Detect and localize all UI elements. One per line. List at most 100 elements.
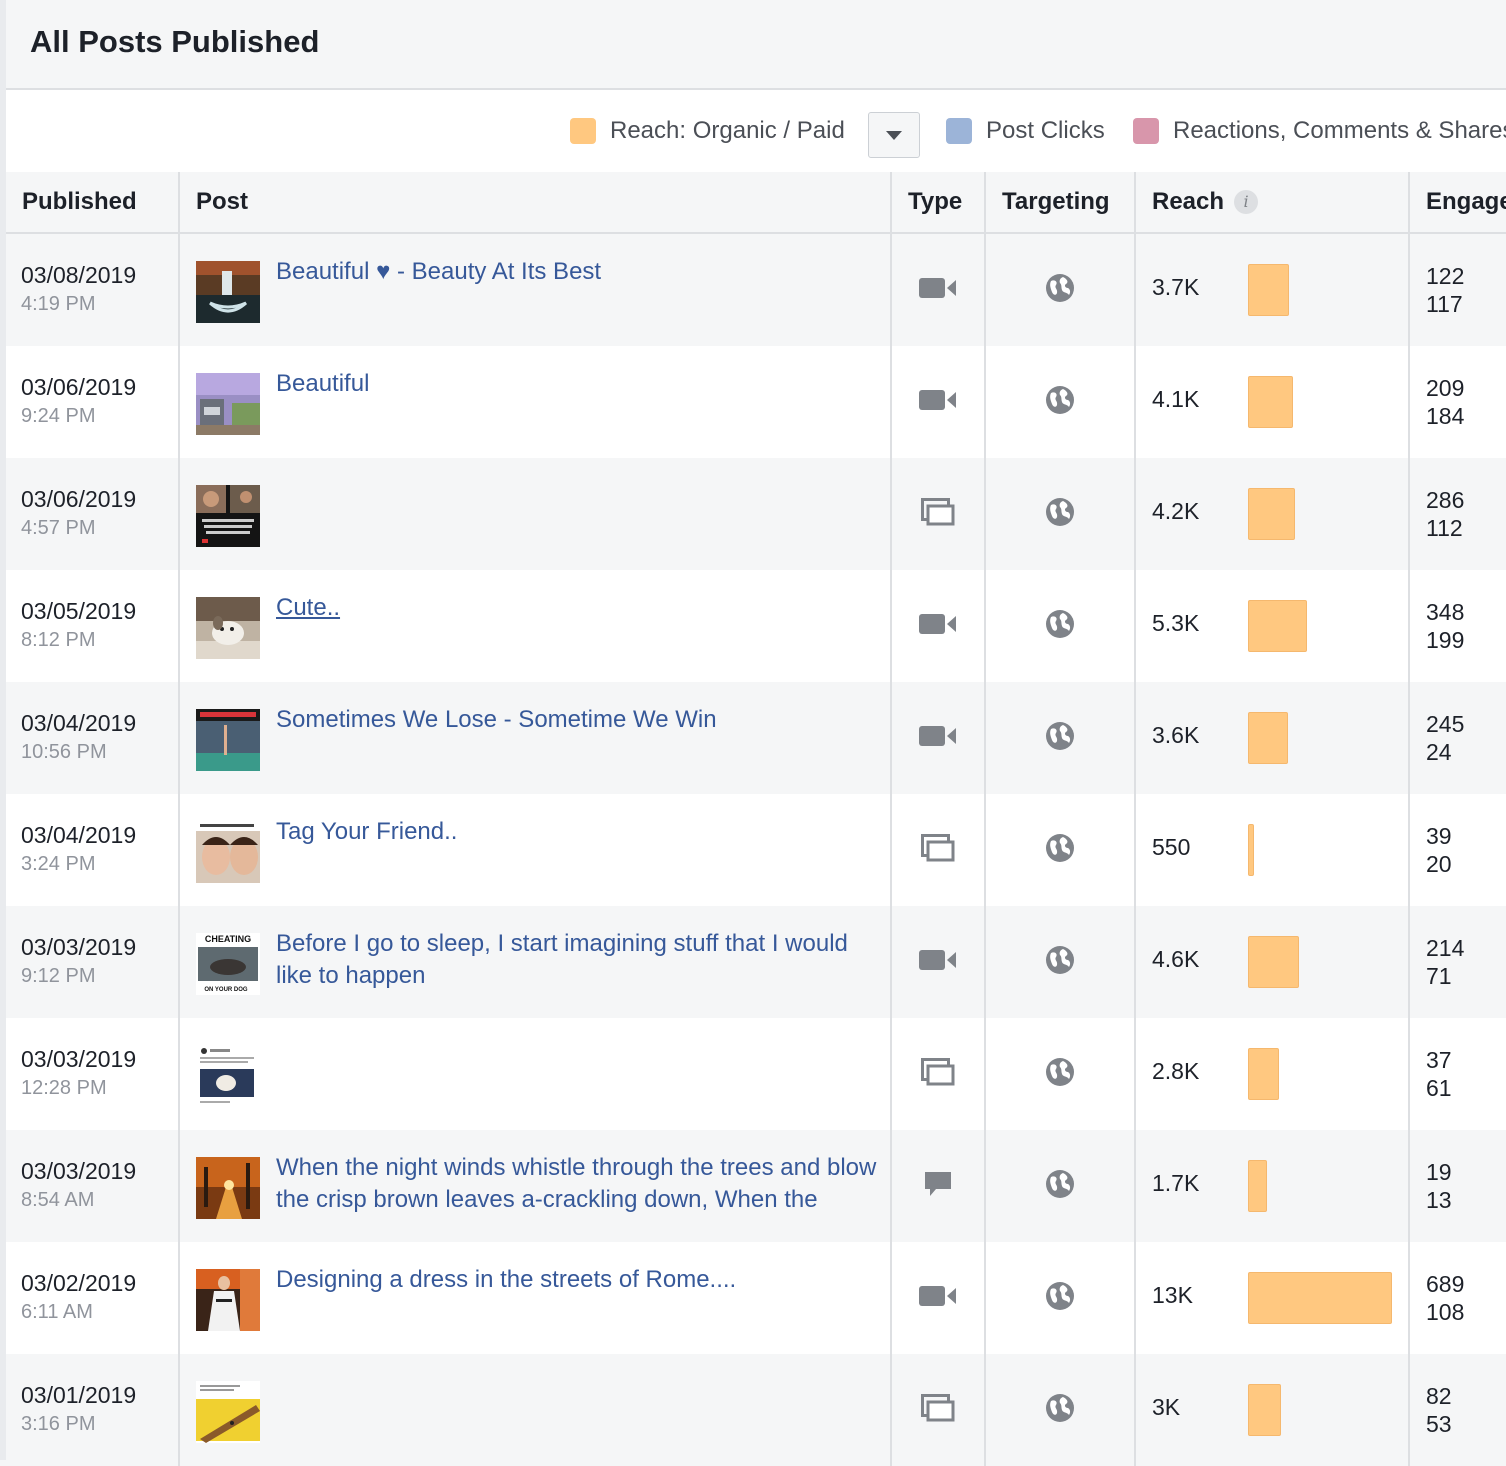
info-icon[interactable]: i bbox=[1234, 190, 1259, 214]
table-row[interactable]: 03/02/2019 6:11 AM Designing a dress in th… bbox=[6, 1242, 1506, 1354]
reach-bar[interactable] bbox=[1248, 1160, 1267, 1212]
published-date: 03/04/2019 bbox=[21, 710, 137, 736]
column-header-targeting[interactable]: Targeting bbox=[985, 172, 1136, 234]
published-date: 03/06/2019 bbox=[21, 374, 137, 400]
table-row[interactable]: 03/03/2019 8:54 AM When the night winds wh… bbox=[6, 1130, 1506, 1242]
post-thumbnail[interactable] bbox=[196, 1157, 260, 1219]
table-row[interactable]: 03/03/2019 12:28 PM 2.8K 37 61 bbox=[6, 1018, 1506, 1130]
reactions-value: 53 bbox=[1426, 1411, 1452, 1437]
reach-value: 4.6K bbox=[1152, 946, 1200, 972]
published-time: 4:57 PM bbox=[21, 517, 96, 539]
reach-cell: 4.2K bbox=[1135, 458, 1410, 570]
reactions-value: 117 bbox=[1426, 291, 1463, 317]
reach-value: 5.3K bbox=[1152, 610, 1200, 636]
column-header-post[interactable]: Post bbox=[179, 172, 892, 234]
post-thumbnail[interactable] bbox=[196, 1269, 260, 1331]
post-thumbnail[interactable] bbox=[196, 261, 260, 323]
reach-bar[interactable] bbox=[1248, 376, 1293, 428]
reach-bar[interactable] bbox=[1248, 824, 1254, 876]
table-row[interactable]: 03/04/2019 3:24 PM Tag Your Friend.. 550 39 2… bbox=[6, 794, 1506, 906]
reach-bar[interactable] bbox=[1248, 600, 1307, 652]
targeting-cell bbox=[985, 682, 1136, 794]
globe-icon[interactable] bbox=[1045, 945, 1075, 979]
published-time: 4:19 PM bbox=[21, 293, 96, 315]
table-row[interactable]: 03/04/2019 10:56 PM Sometimes We Lose - So… bbox=[6, 682, 1506, 794]
reactions-swatch bbox=[1133, 118, 1159, 144]
reach-cell: 4.1K bbox=[1135, 346, 1410, 458]
post-thumbnail[interactable] bbox=[196, 709, 260, 771]
post-thumbnail[interactable] bbox=[196, 1045, 260, 1107]
table-row[interactable]: 03/03/2019 9:12 PM CHEATING ON YOUR DOG Befo… bbox=[6, 906, 1506, 1018]
legend-reactions[interactable]: Reactions, Comments & Shares bbox=[1133, 90, 1506, 172]
table-row[interactable]: 03/06/2019 4:57 PM 4.2K 286 112 bbox=[6, 458, 1506, 570]
reach-bar[interactable] bbox=[1248, 712, 1288, 764]
photo-icon bbox=[921, 497, 955, 530]
post-title-link[interactable]: Tag Your Friend.. bbox=[276, 818, 458, 845]
column-header-engagement[interactable]: Engagement bbox=[1409, 172, 1506, 234]
post-clicks-value: 37 bbox=[1426, 1047, 1452, 1073]
reach-bar[interactable] bbox=[1248, 1384, 1281, 1436]
globe-icon[interactable] bbox=[1045, 721, 1075, 755]
post-thumbnail[interactable] bbox=[196, 597, 260, 659]
table-row[interactable]: 03/08/2019 4:19 PM Beautiful ♥ - Beauty At… bbox=[6, 233, 1506, 346]
post-title-link[interactable]: Beautiful bbox=[276, 370, 370, 397]
photo-icon bbox=[921, 833, 955, 866]
column-header-published[interactable]: Published bbox=[6, 172, 180, 234]
globe-icon[interactable] bbox=[1045, 833, 1075, 867]
published-cell: 03/02/2019 6:11 AM bbox=[6, 1242, 180, 1354]
post-title-link[interactable]: Sometimes We Lose - Sometime We Win bbox=[276, 706, 717, 733]
table-row[interactable]: 03/05/2019 8:12 PM Cute.. 5.3K 348 199 bbox=[6, 570, 1506, 682]
post-cell bbox=[179, 458, 892, 570]
column-header-reach[interactable]: Reach i bbox=[1135, 172, 1410, 234]
column-header-type[interactable]: Type bbox=[891, 172, 986, 234]
table-row[interactable]: 03/01/2019 3:16 PM 3K 82 53 bbox=[6, 1354, 1506, 1466]
published-time: 3:16 PM bbox=[21, 1413, 96, 1435]
reach-value: 3K bbox=[1152, 1394, 1181, 1420]
reach-cell: 4.6K bbox=[1135, 906, 1410, 1018]
post-title-link[interactable]: Beautiful ♥ - Beauty At Its Best bbox=[276, 258, 602, 285]
status-icon bbox=[923, 1171, 953, 1202]
type-cell bbox=[891, 458, 986, 570]
svg-text:ON YOUR DOG: ON YOUR DOG bbox=[204, 987, 248, 993]
globe-icon[interactable] bbox=[1045, 385, 1075, 419]
reach-cell: 550 bbox=[1135, 794, 1410, 906]
targeting-cell bbox=[985, 570, 1136, 682]
type-cell bbox=[891, 1130, 986, 1242]
type-cell bbox=[891, 1242, 986, 1354]
legend-post-clicks[interactable]: Post Clicks bbox=[946, 90, 1105, 172]
post-thumbnail[interactable]: CHEATING ON YOUR DOG bbox=[196, 933, 260, 995]
post-thumbnail[interactable] bbox=[196, 821, 260, 883]
globe-icon[interactable] bbox=[1045, 1057, 1075, 1091]
post-title-link[interactable]: Cute.. bbox=[276, 594, 341, 621]
globe-icon[interactable] bbox=[1045, 609, 1075, 643]
reach-bar[interactable] bbox=[1248, 488, 1295, 540]
globe-icon[interactable] bbox=[1045, 1169, 1075, 1203]
post-title-link[interactable]: Designing a dress in the streets of Rome… bbox=[276, 1266, 737, 1293]
targeting-cell bbox=[985, 1242, 1136, 1354]
published-time: 12:28 PM bbox=[21, 1077, 107, 1099]
post-thumbnail[interactable] bbox=[196, 485, 260, 547]
reach-bar[interactable] bbox=[1248, 1048, 1279, 1100]
published-time: 8:12 PM bbox=[21, 629, 96, 651]
reach-value: 4.2K bbox=[1152, 498, 1200, 524]
globe-icon[interactable] bbox=[1045, 1393, 1075, 1427]
globe-icon[interactable] bbox=[1045, 273, 1075, 307]
table-header-row: Published Post Type Targeting Reach i Eng… bbox=[6, 172, 1506, 234]
reach-type-dropdown-button[interactable] bbox=[868, 112, 920, 158]
targeting-cell bbox=[985, 346, 1136, 458]
post-title-link[interactable]: Before I go to sleep, I start imagining … bbox=[276, 930, 848, 989]
reach-cell: 3.6K bbox=[1135, 682, 1410, 794]
engagement-cell: 286 112 bbox=[1409, 458, 1506, 570]
globe-icon[interactable] bbox=[1045, 1281, 1075, 1315]
video-icon bbox=[919, 949, 957, 976]
post-thumbnail[interactable] bbox=[196, 1381, 260, 1443]
post-clicks-value: 689 bbox=[1426, 1271, 1465, 1297]
reach-value: 3.6K bbox=[1152, 722, 1200, 748]
globe-icon[interactable] bbox=[1045, 497, 1075, 531]
table-row[interactable]: 03/06/2019 9:24 PM Beautiful 4.1K 209 184 bbox=[6, 346, 1506, 458]
reach-bar[interactable] bbox=[1248, 1272, 1392, 1324]
post-title-link[interactable]: When the night winds whistle through the… bbox=[276, 1154, 877, 1213]
post-thumbnail[interactable] bbox=[196, 373, 260, 435]
reach-bar[interactable] bbox=[1248, 936, 1299, 988]
reach-bar[interactable] bbox=[1248, 264, 1289, 316]
